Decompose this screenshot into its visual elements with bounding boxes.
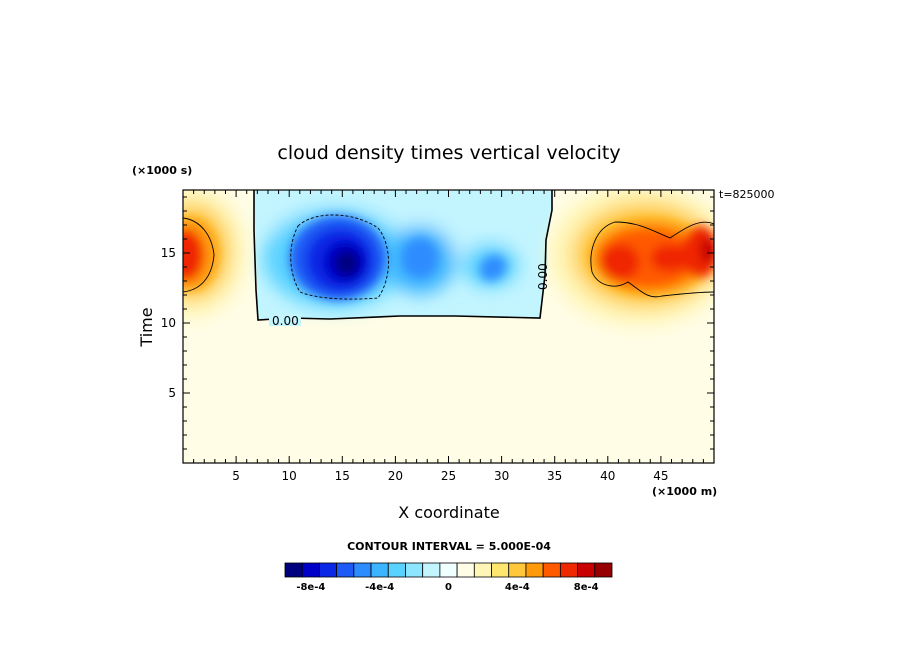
x-scale-label: (×1000 m) xyxy=(652,485,717,498)
zero-contour-label-right: 0.00 xyxy=(536,263,550,290)
y-scale-label: (×1000 s) xyxy=(132,164,192,177)
positive-contour-left xyxy=(183,217,215,293)
x-tick-label: 40 xyxy=(600,469,615,483)
colorbar-swatch xyxy=(525,562,544,578)
colorbar-swatch xyxy=(559,562,578,578)
y-tick-label: 5 xyxy=(168,386,176,400)
colorbar-swatch xyxy=(473,562,492,578)
negative-blobs-core xyxy=(290,216,507,300)
colorbar-swatch xyxy=(370,562,389,578)
colorbar-swatch xyxy=(387,562,406,578)
positive-blob-left-core xyxy=(183,218,218,290)
colorbar-tick-label: -4e-4 xyxy=(365,582,394,593)
chart-title: cloud density times vertical velocity xyxy=(277,142,620,164)
zero-contour-label-bottom: 0.00 xyxy=(272,314,299,328)
colorbar-swatch xyxy=(284,562,303,578)
colorbar-tick-label: 4e-4 xyxy=(505,582,530,593)
x-tick-label: 25 xyxy=(441,469,456,483)
y-tick-label: 15 xyxy=(161,246,176,260)
colorbar-tick-label: 8e-4 xyxy=(574,582,599,593)
y-axis-label: Time xyxy=(137,307,156,347)
axis-ticks xyxy=(183,190,714,463)
colorbar-swatch xyxy=(491,562,510,578)
colorbar-swatch xyxy=(439,562,458,578)
x-tick-labels: 5 10 15 20 25 30 35 40 45 xyxy=(232,469,668,483)
colorbar-swatch xyxy=(594,562,613,578)
x-axis-label: X coordinate xyxy=(398,503,499,522)
colorbar xyxy=(284,562,613,578)
zero-contour xyxy=(253,190,553,321)
colorbar-swatch xyxy=(422,562,441,578)
colorbar-swatch xyxy=(542,562,561,578)
colorbar-swatch xyxy=(577,562,596,578)
time-stamp: t=825000 xyxy=(719,188,775,201)
y-tick-labels: 5 10 15 xyxy=(161,246,176,400)
x-tick-label: 45 xyxy=(653,469,668,483)
colorbar-tick-label: 0 xyxy=(445,582,452,593)
positive-blob-right-core xyxy=(590,219,714,295)
x-tick-label: 15 xyxy=(335,469,350,483)
x-tick-label: 30 xyxy=(494,469,509,483)
x-tick-label: 10 xyxy=(282,469,297,483)
colorbar-swatch xyxy=(508,562,527,578)
colorbar-swatch xyxy=(301,562,320,578)
colorbar-labels: -8e-4 -4e-4 0 4e-4 8e-4 xyxy=(296,582,598,593)
x-tick-label: 35 xyxy=(547,469,562,483)
colorbar-swatch xyxy=(336,562,355,578)
contour-label-bg-1 xyxy=(269,314,301,326)
x-tick-label: 5 xyxy=(232,469,240,483)
y-tick-label: 10 xyxy=(161,316,176,330)
heatmap-field: 0.00 0.00 xyxy=(183,190,714,463)
positive-contour-right xyxy=(590,221,714,298)
colorbar-swatch xyxy=(319,562,338,578)
x-tick-label: 20 xyxy=(388,469,403,483)
negative-contour-dashed xyxy=(290,214,389,300)
colorbar-swatch xyxy=(353,562,372,578)
colorbar-tick-label: -8e-4 xyxy=(296,582,325,593)
colorbar-swatch xyxy=(456,562,475,578)
colorbar-swatch xyxy=(405,562,424,578)
contour-interval-text: CONTOUR INTERVAL = 5.000E-04 xyxy=(347,540,551,553)
